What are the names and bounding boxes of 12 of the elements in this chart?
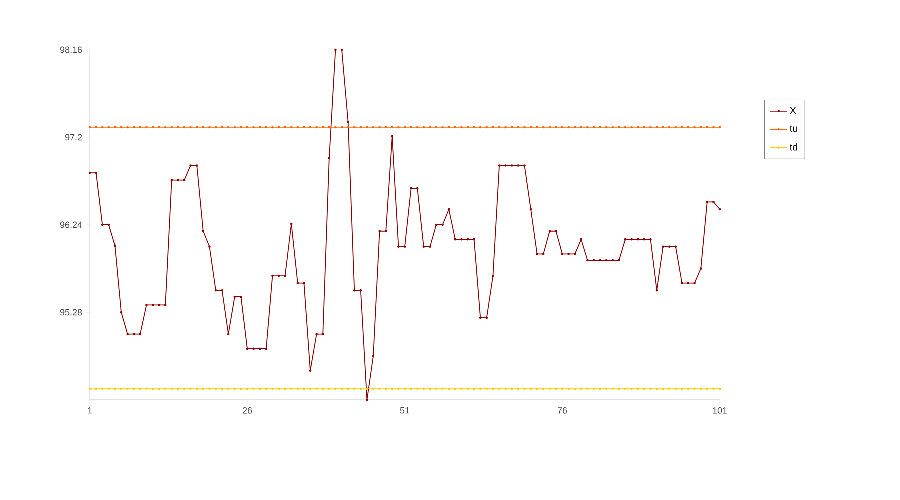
x-tick-label: 1 xyxy=(88,408,92,414)
y-tick-label: 96.24 xyxy=(60,222,82,228)
x-tick-label: 76 xyxy=(558,408,568,414)
legend-label: td xyxy=(790,143,798,151)
y-tick-label: 95.28 xyxy=(60,309,82,316)
x-tick-label: 26 xyxy=(242,408,252,414)
y-tick-label: 98.16 xyxy=(60,46,82,54)
legend-label: tu xyxy=(790,126,798,132)
x-tick-label: 101 xyxy=(713,408,728,414)
y-tick-label: 97.2 xyxy=(65,134,82,141)
legend-label: X xyxy=(790,107,796,114)
x-tick-label: 51 xyxy=(400,408,410,414)
